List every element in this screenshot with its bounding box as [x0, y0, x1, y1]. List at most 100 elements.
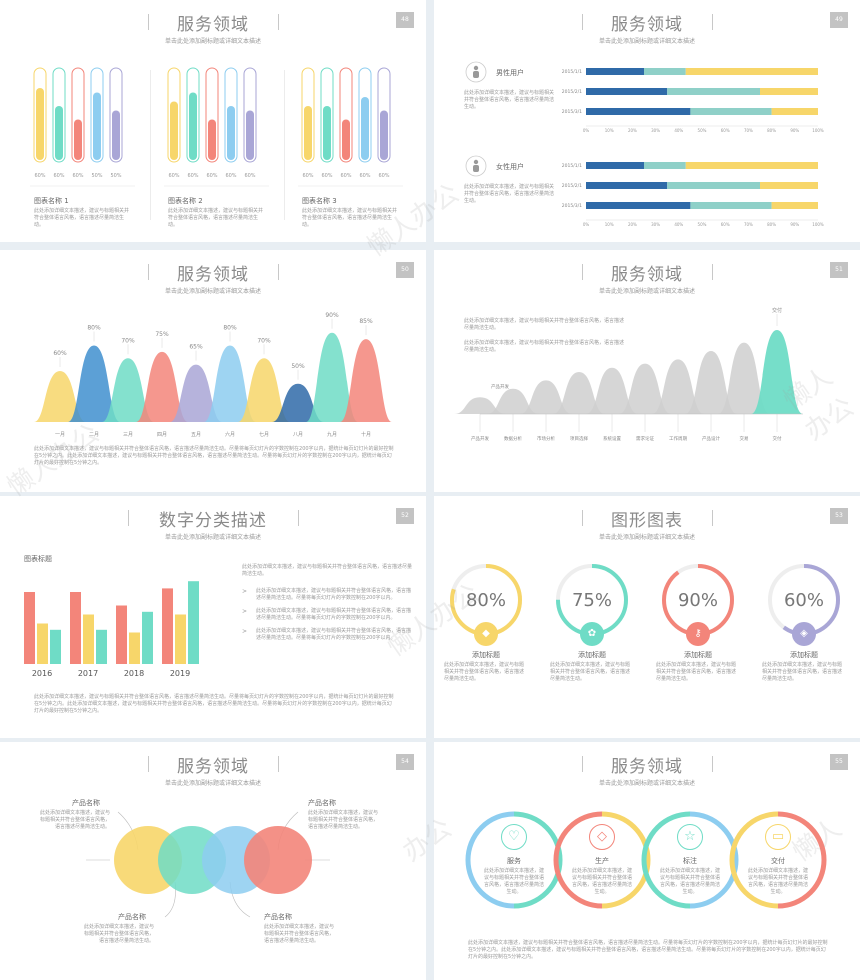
chart-desc: 此处添加详细文本描述，建议与标题相关并符合整体语言风格，语言描述尽量简洁生动。 [302, 208, 398, 228]
row-label: 2015/1/1 [562, 69, 582, 75]
category-label: 市场分析 [537, 435, 555, 442]
ring-arc-left [553, 811, 603, 909]
category-label: 五月 [191, 432, 201, 438]
bar [96, 629, 107, 664]
tube-fill [36, 88, 44, 160]
slide-subtitle: 单击此处添加副标题或详细文本描述 [598, 38, 695, 45]
bar [24, 592, 35, 664]
slide-54[interactable]: 服务领域 单击此处添加副标题或详细文本描述 54 产品名称 此处添加详细文本描述… [0, 742, 426, 980]
feature-ring [465, 811, 563, 909]
gauge-title: 添加标题 [578, 651, 606, 659]
value-label: 60% [53, 350, 67, 357]
slide-53[interactable]: 图形图表 单击此处添加副标题或详细文本描述 53 80% 75% 90% 60% ◆ 添… [434, 496, 860, 738]
column-divider [284, 70, 285, 220]
bar-segment [644, 162, 686, 169]
feature-label: 交付 [771, 857, 785, 865]
growth-curve [652, 359, 704, 414]
title-bar-left [148, 264, 149, 280]
slide-55[interactable]: 服务领域 单击此处添加副标题或详细文本描述 55 此处添加详细文本描述，建议与标… [434, 742, 860, 980]
tube-chart-3: 60% 60% 60% 60% 60% [298, 67, 403, 187]
gauge-desc: 此处添加详细文本描述，建议与标题相关并符合整体语言风格，语言描述尽量简洁生动。 [656, 662, 737, 682]
slide-48[interactable]: 服务领域 单击此处添加副标题或详细文本描述 48 60% 60% 60% 50% 50%… [0, 0, 426, 242]
feature-label: 服务 [507, 857, 521, 865]
chart-desc: 此处添加详细文本描述，建议与标题相关并符合整体语言风格，语言描述尽量简洁生动。 [168, 208, 264, 228]
slide-51[interactable]: 服务领域 单击此处添加副标题或详细文本描述 51 此处添加详细文本描述，建议与标… [434, 250, 860, 492]
gauge-desc: 此处添加详细文本描述，建议与标题相关并符合整体语言风格，语言描述尽量简洁生动。 [550, 662, 631, 682]
slide-50[interactable]: 服务领域 单击此处添加副标题或详细文本描述 50 60% 一月 80% 二月 70% 三月… [0, 250, 426, 492]
user-group-label: 女性用户 [496, 162, 524, 171]
tube-chart-1: 60% 60% 60% 50% 50% [30, 67, 135, 187]
growth-curve [718, 342, 770, 414]
tube-percent: 60% [187, 173, 198, 179]
star-icon: ☆ [677, 824, 703, 850]
growth-curve [454, 397, 506, 414]
tube-fill [361, 97, 369, 160]
ring-percent: 90% [678, 590, 718, 611]
slide-49[interactable]: 服务领域 单击此处添加副标题或详细文本描述 49 男性用户 2015/1/1 201… [434, 0, 860, 242]
page-number: 52 [396, 508, 414, 524]
slide-title: 服务领域 [611, 15, 683, 35]
tick-label: 80% [767, 128, 776, 133]
bullet-item: > 此处添加详细文本描述，建议与标题相关并符合整体语言风格，语言描述尽量简洁生动。… [242, 628, 412, 642]
category-label: 四月 [157, 432, 167, 438]
tube-percent: 60% [72, 173, 83, 179]
tube-percent: 60% [302, 173, 313, 179]
gauge-title: 添加标题 [790, 651, 818, 659]
category-label: 2016 [32, 669, 52, 678]
bar-segment [685, 162, 818, 169]
tube-outline [167, 67, 181, 163]
value-label: 50% [291, 363, 305, 370]
row-label: 2015/3/1 [562, 109, 582, 115]
tube-fill [55, 106, 63, 160]
value-label: 70% [121, 337, 135, 344]
page-number: 54 [396, 754, 414, 770]
category-label: 产品开发 [471, 435, 489, 442]
tube-percent: 60% [34, 173, 45, 179]
bullet-item: > 此处添加详细文本描述，建议与标题相关并符合整体语言风格，语言描述尽量简洁生动。… [242, 588, 412, 602]
growth-curve-chart: 产品开发 数据分析 市场分析 项目选择 系统设置 需求论证 工作周期 产品设计 交易 交付交付产品… [454, 307, 803, 442]
tube-outline [186, 67, 200, 163]
body-text: 此处添加详细文本描述，建议与标题相关并符合整体语言风格，语言描述尽量简洁生动。尽… [34, 446, 394, 466]
user-icon-body [473, 71, 479, 78]
user-icon-body [473, 165, 479, 172]
bullet-text: 此处添加详细文本描述，建议与标题相关并符合整体语言风格，语言描述尽量简洁生动。尽… [256, 628, 412, 641]
bar [50, 629, 61, 664]
tube-outline [339, 67, 353, 163]
title-bar-left [148, 756, 149, 772]
value-label: 75% [155, 331, 169, 338]
intro-text: 此处添加详细文本描述，建议与标题相关并符合整体语言风格，语言描述尽量简洁生动。 [242, 564, 413, 577]
row-label: 2015/2/1 [562, 183, 582, 189]
tube-fill [189, 92, 197, 160]
ring-arc-right [601, 811, 651, 909]
diamond-icon: ◆ [474, 622, 498, 646]
bar-segment [690, 108, 772, 115]
tube-fill [323, 106, 331, 160]
chart-title: 图表标题 [24, 555, 52, 563]
bell-curve [238, 358, 290, 422]
product-text-br: 此处添加详细文本描述，建议与标题相关并符合整体语言风格，语言描述尽量简洁生动。 [264, 924, 335, 944]
growth-curve [751, 330, 803, 414]
chart-name: 图表名称 2 [168, 197, 203, 205]
user-icon-ring [465, 155, 487, 177]
bar [70, 592, 81, 664]
tube-outline [358, 67, 372, 163]
ring-arc-left [641, 811, 691, 909]
bar-segment [771, 108, 818, 115]
tube-fill [112, 110, 120, 160]
title-bar-right [712, 14, 713, 30]
category-label: 九月 [327, 431, 337, 438]
slide-52[interactable]: 数字分类描述 单击此处添加副标题或详细文本描述 52 图表标题 2016 2017… [0, 496, 426, 738]
bullet-arrow-icon: > [242, 628, 248, 635]
tube-percent: 60% [168, 173, 179, 179]
tube-percent: 60% [359, 173, 370, 179]
bell-curve [102, 358, 154, 422]
feature-label: 生产 [595, 857, 609, 865]
product-label-tr: 产品名称 [308, 799, 336, 807]
bar [37, 623, 48, 664]
tube-fill [208, 119, 216, 160]
bar-segment [586, 108, 691, 115]
category-label: 十月 [361, 431, 371, 438]
title-bar-left [128, 510, 129, 526]
first-label: 产品开发 [491, 383, 509, 390]
